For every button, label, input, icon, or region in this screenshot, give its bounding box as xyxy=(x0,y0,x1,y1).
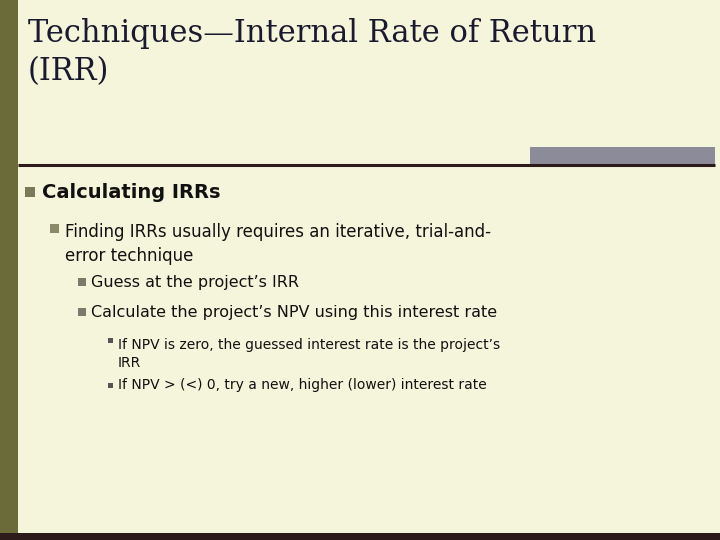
Bar xyxy=(108,338,113,342)
Bar xyxy=(25,187,35,197)
Text: Techniques—Internal Rate of Return: Techniques—Internal Rate of Return xyxy=(28,18,596,49)
Bar xyxy=(50,224,59,233)
Bar xyxy=(0,533,720,540)
Bar xyxy=(108,382,113,388)
Bar xyxy=(78,308,86,316)
Text: Calculate the project’s NPV using this interest rate: Calculate the project’s NPV using this i… xyxy=(91,305,497,320)
Bar xyxy=(78,278,86,286)
Text: If NPV is zero, the guessed interest rate is the project’s
IRR: If NPV is zero, the guessed interest rat… xyxy=(118,338,500,370)
Text: Guess at the project’s IRR: Guess at the project’s IRR xyxy=(91,274,299,289)
Bar xyxy=(0,0,18,540)
Text: Finding IRRs usually requires an iterative, trial-and-
error technique: Finding IRRs usually requires an iterati… xyxy=(65,223,491,265)
Bar xyxy=(530,147,715,165)
Text: Calculating IRRs: Calculating IRRs xyxy=(42,183,220,201)
Text: (IRR): (IRR) xyxy=(28,56,109,87)
Text: If NPV > (<) 0, try a new, higher (lower) interest rate: If NPV > (<) 0, try a new, higher (lower… xyxy=(118,378,487,392)
